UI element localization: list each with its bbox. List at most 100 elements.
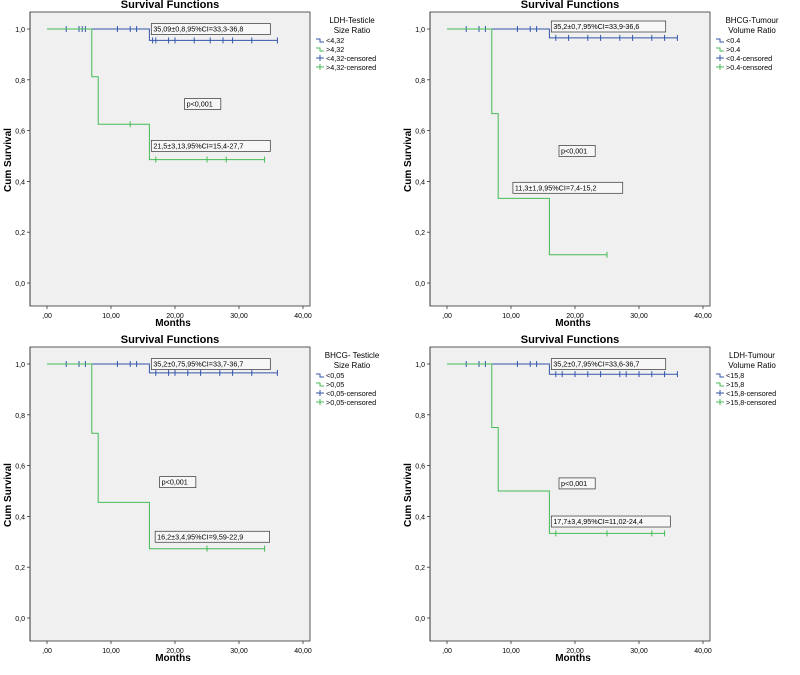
y-tick-label: 0,6	[15, 464, 25, 471]
chart-title: Survival Functions	[521, 335, 619, 346]
annotation-box	[512, 181, 624, 194]
annotation-text: 11,3±1,9,95%CI=7,4-15,2	[515, 183, 597, 192]
chart-svg: Survival Functions 0,0 0,2 0,4 0,6 0,8 1,0 ,00 1…	[403, 334, 776, 664]
legend-title: Size Ratio	[334, 361, 371, 370]
annotation: 35,09±0,8,95%CI=33,3-36,8	[150, 23, 271, 35]
legend-item: >0.4-censored	[716, 63, 772, 72]
annotation: p<0,001	[558, 477, 596, 490]
legend-line-symbol	[716, 38, 724, 43]
chart-title: Survival Functions	[121, 0, 219, 11]
legend-label: <4,32-censored	[326, 54, 376, 63]
survival-chart-bhcg-testicle: Survival Functions 0,0 0,2 0,4 0,6 0,8 1,0 ,00 1…	[0, 334, 400, 675]
series-1	[47, 363, 266, 552]
legend-line-symbol	[716, 373, 724, 378]
annotation-text: p<0,001	[187, 99, 213, 108]
annotation-text: 35,2±0,7,95%CI=33,6-36,7	[553, 360, 639, 369]
survival-step-line	[447, 28, 678, 39]
y-tick-label: 0,8	[15, 413, 25, 420]
x-axis-label: Months	[555, 653, 591, 664]
legend-item: <0.4	[716, 36, 740, 45]
survival-step-line	[47, 363, 265, 550]
annotation-text: 21,5±3,13,95%CI=15,4-27,7	[153, 141, 243, 150]
legend-label: >4,32-censored	[326, 63, 376, 72]
plot-area	[29, 11, 311, 307]
y-tick-label: 0,4	[415, 179, 425, 186]
y-axis-label: Cum Survival	[403, 128, 414, 192]
legend-title: Volume Ratio	[728, 26, 776, 35]
annotation-box	[550, 358, 667, 370]
legend-item: <4,32-censored	[316, 54, 376, 63]
annotation-text: 35,2±0,7,95%CI=33,9-36,6	[553, 22, 639, 31]
legend-line-symbol	[316, 47, 324, 52]
y-tick-label: 1,0	[15, 362, 25, 369]
annotation-text: 35,2±0,75,95%CI=33,7-36,7	[153, 360, 243, 369]
annotation-box	[550, 515, 671, 528]
annotation: p<0,001	[184, 98, 222, 110]
x-tick-label: 20,00	[566, 313, 584, 320]
annotation-box	[558, 145, 596, 157]
y-tick-label: 0,2	[15, 230, 25, 237]
annotation-text: p<0,001	[561, 479, 587, 488]
annotation-text: p<0,001	[561, 146, 587, 155]
x-tick-label: 40,00	[694, 313, 712, 320]
x-tick-label: 30,00	[630, 648, 648, 655]
x-axis-label: Months	[155, 318, 191, 329]
legend-item: <4,32	[316, 36, 344, 45]
annotation: 35,2±0,7,95%CI=33,6-36,7	[550, 358, 667, 370]
x-tick-label: 10,00	[502, 648, 520, 655]
survival-chart-bhcg-tumour: Survival Functions 0,0 0,2 0,4 0,6 0,8 1,0 ,00 1…	[400, 0, 800, 340]
legend-label: <15,8-censored	[726, 389, 776, 398]
legend-label: >0,05	[326, 380, 344, 389]
y-tick-label: 0,2	[415, 230, 425, 237]
x-tick-label: 30,00	[230, 648, 248, 655]
chart-svg: Survival Functions 0,0 0,2 0,4 0,6 0,8 1,0 ,00 1…	[3, 334, 380, 664]
legend-item: <15,8	[716, 371, 744, 380]
y-tick-label: 0,8	[15, 78, 25, 85]
x-axis-label: Months	[155, 653, 191, 664]
series-1	[447, 363, 666, 537]
y-tick-label: 1,0	[15, 27, 25, 34]
x-axis-label: Months	[555, 318, 591, 329]
legend-title: Size Ratio	[334, 26, 371, 35]
survival-step-line	[447, 28, 607, 256]
annotation: 21,5±3,13,95%CI=15,4-27,7	[150, 140, 271, 152]
legend-item: >4,32	[316, 45, 344, 54]
legend-label: <4,32	[326, 36, 344, 45]
survival-step-line	[447, 363, 665, 534]
legend-label: <0.4	[726, 36, 740, 45]
annotation: p<0,001	[159, 476, 197, 488]
legend-title: LDH-Tumour	[729, 351, 775, 360]
y-tick-label: 0,0	[415, 281, 425, 288]
legend-item: <0,05	[316, 371, 344, 380]
x-tick-label: ,00	[42, 648, 52, 655]
legend-line-symbol	[316, 373, 324, 378]
x-tick-label: 10,00	[502, 313, 520, 320]
y-tick-label: 0,6	[415, 464, 425, 471]
x-tick-label: 40,00	[294, 648, 312, 655]
annotation-box	[558, 477, 596, 490]
legend-label: >0.4	[726, 45, 740, 54]
legend-item: >4,32-censored	[316, 63, 376, 72]
y-tick-label: 0,2	[415, 565, 425, 572]
series-1	[47, 28, 266, 163]
annotation: 17,7±3,4,95%CI=11,02-24,4	[550, 515, 671, 528]
legend-line-symbol	[716, 47, 724, 52]
y-axis-label: Cum Survival	[3, 128, 14, 192]
legend-item: <0,05-censored	[316, 389, 376, 398]
legend-item: <15,8-censored	[716, 389, 776, 398]
plot-area	[429, 346, 711, 642]
annotation-text: 16,2±3,4,95%CI=9,59-22,9	[157, 532, 243, 541]
legend-label: >15,8-censored	[726, 398, 776, 407]
x-tick-label: 20,00	[166, 313, 184, 320]
annotation: 16,2±3,4,95%CI=9,59-22,9	[154, 530, 270, 543]
legend-label: >15,8	[726, 380, 744, 389]
annotation: 35,2±0,75,95%CI=33,7-36,7	[150, 358, 271, 370]
legend-title: LDH-Testicle	[329, 16, 375, 25]
legend-item: <0.4-censored	[716, 54, 772, 63]
survival-chart-ldh-testicle: Survival Functions 0,0 0,2 0,4 0,6 0,8 1,0 ,00 1…	[0, 0, 400, 340]
survival-step-line	[47, 28, 278, 41]
legend-line-symbol	[316, 382, 324, 387]
y-tick-label: 0,0	[415, 616, 425, 623]
